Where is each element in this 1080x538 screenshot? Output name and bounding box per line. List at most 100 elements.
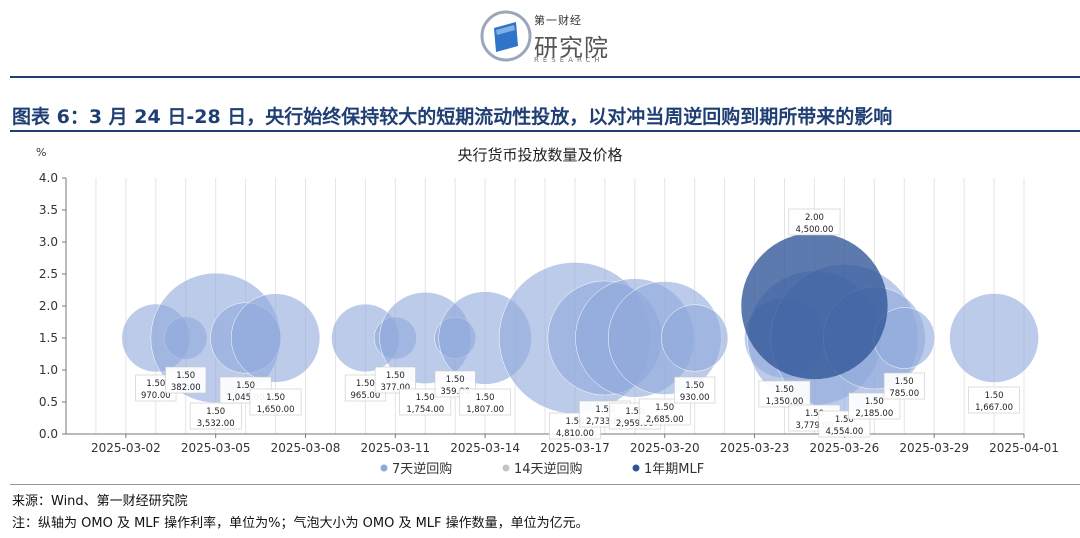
data-label-rate: 1.50 — [416, 393, 435, 403]
data-label-amount: 377.00 — [380, 383, 410, 393]
footer-rule — [10, 484, 1080, 485]
bubble-mlf — [741, 232, 888, 380]
data-label-amount: 965.00 — [351, 391, 381, 401]
data-label-amount: 382.00 — [171, 383, 201, 393]
data-label-7day: 1.50 1,754.00 — [399, 388, 452, 416]
data-label-rate: 1.50 — [565, 417, 584, 427]
data-label-amount: 2,685.00 — [646, 415, 684, 425]
header-logo: 第一财经 研究院 RESEARCH — [478, 4, 618, 68]
header-rule — [10, 76, 1080, 78]
x-tick-label: 2025-03-02 — [91, 441, 161, 455]
legend-marker — [632, 464, 640, 472]
data-label-7day: 1.50 3,532.00 — [189, 402, 242, 430]
remark-note: 注：纵轴为 OMO 及 MLF 操作利率，单位为%；气泡大小为 OMO 及 ML… — [12, 516, 589, 531]
y-tick-label: 0.5 — [39, 395, 58, 409]
y-tick-label: 2.5 — [39, 267, 58, 281]
data-label-rate: 1.50 — [595, 405, 614, 415]
data-label-amount: 2,959.00 — [616, 419, 654, 429]
x-tick-label: 2025-03-14 — [450, 441, 520, 455]
title-rule — [10, 130, 1080, 132]
bubble-7day — [230, 293, 321, 383]
y-tick-label: 1.5 — [39, 331, 58, 345]
data-label-amount: 3,779.00 — [796, 421, 834, 431]
legend-marker — [502, 464, 510, 472]
data-label-7day: 1.50 2,685.00 — [638, 398, 691, 426]
data-label-rate: 1.50 — [805, 409, 824, 419]
x-tick-label: 2025-04-01 — [989, 441, 1059, 455]
chart-title: 央行货币投放数量及价格 — [457, 146, 622, 164]
data-label-amount: 1,754.00 — [406, 405, 444, 415]
data-label-rate: 1.50 — [865, 397, 884, 407]
bubble-7day — [661, 304, 729, 372]
data-label-amount: 970.00 — [141, 391, 171, 401]
research-logo-icon — [480, 10, 532, 62]
y-axis-unit: % — [36, 146, 46, 159]
data-label-mlf: 2.00 4,500.00 — [788, 208, 841, 236]
data-label-amount: 4,500.00 — [796, 225, 834, 235]
x-tick-label: 2025-03-26 — [810, 441, 880, 455]
logo-text-en: RESEARCH — [534, 56, 604, 64]
data-label-rate: 1.50 — [655, 403, 674, 413]
legend-marker — [380, 464, 388, 472]
legend-label: 7天逆回购 — [392, 461, 452, 477]
data-label-box — [459, 388, 512, 416]
data-label-rate: 1.50 — [386, 371, 405, 381]
data-label-rate: 1.50 — [775, 385, 794, 395]
data-label-box — [883, 372, 925, 400]
data-label-rate: 1.50 — [176, 371, 195, 381]
data-label-amount: 1,350.00 — [766, 397, 804, 407]
x-tick-label: 2025-03-08 — [271, 441, 341, 455]
y-tick-label: 2.0 — [39, 299, 58, 313]
data-label-amount: 1,807.00 — [466, 405, 504, 415]
x-tick-label: 2025-03-11 — [360, 441, 430, 455]
data-label-amount: 4,810.00 — [556, 429, 594, 439]
data-label-box — [374, 366, 416, 394]
data-label-amount: 1,045.00 — [227, 393, 265, 403]
data-label-amount: 785.00 — [889, 389, 919, 399]
data-label-rate: 1.50 — [236, 381, 255, 391]
data-label-rate: 1.50 — [146, 379, 165, 389]
y-tick-label: 0.0 — [39, 427, 58, 441]
x-tick-label: 2025-03-17 — [540, 441, 610, 455]
data-label-rate: 1.50 — [206, 407, 225, 417]
x-tick-label: 2025-03-23 — [720, 441, 790, 455]
source-note: 来源：Wind、第一财经研究院 — [12, 494, 188, 509]
legend-label: 14天逆回购 — [514, 461, 583, 477]
data-label-rate: 1.50 — [685, 381, 704, 391]
bubble-7day — [949, 293, 1039, 383]
data-label-rate: 1.50 — [266, 393, 285, 403]
data-label-box — [189, 402, 242, 430]
data-label-amount: 930.00 — [680, 393, 710, 403]
y-tick-label: 3.0 — [39, 235, 58, 249]
data-label-box — [758, 380, 811, 408]
data-label-box — [249, 388, 302, 416]
data-label-box — [638, 398, 691, 426]
data-label-rate: 1.50 — [895, 377, 914, 387]
data-label-rate: 1.50 — [985, 391, 1004, 401]
data-label-box — [968, 386, 1020, 414]
data-label-7day: 1.50 1,350.00 — [758, 380, 811, 408]
data-label-amount: 2,185.00 — [855, 409, 893, 419]
data-label-box — [674, 376, 716, 404]
data-label-box — [788, 208, 841, 236]
x-tick-label: 2025-03-29 — [899, 441, 969, 455]
data-label-7day: 1.50 377.00 — [374, 366, 416, 394]
data-label-7day: 1.50 1,650.00 — [249, 388, 302, 416]
data-label-7day: 1.50 382.00 — [165, 366, 207, 394]
data-label-amount: 359.00 — [440, 387, 470, 397]
data-label-rate: 1.50 — [625, 407, 644, 417]
data-label-rate: 1.50 — [476, 393, 495, 403]
label-layer: 1.50970.001.50382.001.503,532.001.501,04… — [135, 208, 1020, 440]
logo-text-big: 研究院 — [534, 34, 609, 62]
y-tick-label: 1.0 — [39, 363, 58, 377]
data-label-rate: 1.50 — [835, 415, 854, 425]
figure-title: 图表 6：3 月 24 日-28 日，央行始终保持较大的短期流动性投放，以对冲当… — [12, 106, 893, 128]
data-label-amount: 1,650.00 — [257, 405, 295, 415]
bubble-layer — [121, 232, 1039, 414]
data-label-amount: 2,733.00 — [586, 417, 624, 427]
data-label-amount: 1,667.00 — [975, 403, 1013, 413]
x-tick-label: 2025-03-20 — [630, 441, 700, 455]
data-label-7day: 1.50 785.00 — [883, 372, 925, 400]
logo-text-small: 第一财经 — [534, 14, 582, 27]
data-label-amount: 4,554.00 — [825, 427, 863, 437]
